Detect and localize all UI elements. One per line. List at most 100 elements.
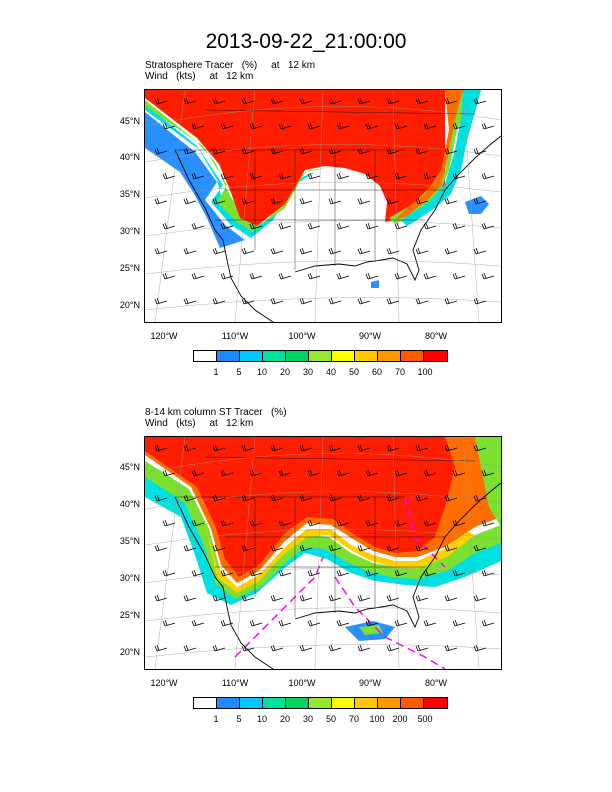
wind-barb <box>162 172 176 180</box>
panel1-colorbar-label: 1 <box>213 367 219 377</box>
wind-barb <box>386 247 400 255</box>
wind-barb <box>473 197 487 205</box>
wind-barb <box>241 247 255 255</box>
panel2-tracer-high <box>145 437 455 577</box>
wind-barb <box>386 197 400 205</box>
panel2-lon-label: 80°W <box>424 678 448 688</box>
wind-barb <box>241 297 255 305</box>
wind-barb <box>154 247 168 255</box>
colorbar-swatch <box>217 698 240 708</box>
colorbar-swatch <box>286 698 309 708</box>
wind-barb <box>162 222 176 230</box>
wind-barb <box>473 544 487 552</box>
panel2-lon-label: 120°W <box>150 678 178 688</box>
panel2-colorbar-label: 30 <box>302 714 313 724</box>
panel1-colorbar-label: 5 <box>236 367 242 377</box>
wind-barb <box>212 494 226 502</box>
panel1-lon-label: 80°W <box>424 331 448 341</box>
wind-barb <box>241 644 255 652</box>
panel2-colorbar-label: 200 <box>392 714 408 724</box>
wind-barb <box>220 519 234 527</box>
wind-barb <box>452 569 466 577</box>
panel1-wind-barbs <box>154 97 495 305</box>
panel1-colorbar-label: 30 <box>302 367 313 377</box>
panel2-colorbar-label: 100 <box>369 714 385 724</box>
wind-barb <box>307 519 321 527</box>
wind-barb <box>415 544 429 552</box>
wind-barb <box>394 619 408 627</box>
wind-barb <box>162 619 176 627</box>
wind-barb <box>444 247 458 255</box>
panel1-lat-label: 20°N <box>119 300 140 310</box>
wind-barb <box>481 272 495 280</box>
panel1-colorbar-label: 20 <box>279 367 290 377</box>
panel2-lat-label: 35°N <box>119 536 140 546</box>
panel2-tracer-gulf-green <box>359 625 383 635</box>
wind-barb <box>162 272 176 280</box>
panel2-lat-label: 40°N <box>119 499 140 509</box>
panel2-colorbar-label: 50 <box>325 714 336 724</box>
wind-barb <box>415 594 429 602</box>
wind-barb <box>241 594 255 602</box>
wind-barb <box>212 544 226 552</box>
wind-barb <box>191 122 205 130</box>
panel2-map-svg <box>145 437 501 669</box>
colorbar-swatch <box>332 351 355 361</box>
wind-barb <box>365 469 379 477</box>
wind-barb <box>278 172 292 180</box>
panel1-title-line1: Stratosphere Tracer (%) at 12 km <box>145 60 316 71</box>
wind-barb <box>444 444 458 452</box>
wind-barb <box>444 297 458 305</box>
wind-barb <box>154 644 168 652</box>
wind-barb <box>481 569 495 577</box>
wind-barb <box>386 594 400 602</box>
panel1-lon-label: 90°W <box>358 331 382 341</box>
wind-barb <box>365 122 379 130</box>
wind-barb <box>336 519 350 527</box>
wind-barb <box>220 222 234 230</box>
wind-barb <box>415 644 429 652</box>
panel1-title-line2: Wind (kts) at 12 km <box>145 71 254 82</box>
wind-barb <box>473 444 487 452</box>
wind-barb <box>357 197 371 205</box>
panel1-lon-label: 120°W <box>150 331 178 341</box>
panel1-colorbar-label: 10 <box>256 367 267 377</box>
wind-barb <box>473 644 487 652</box>
wind-barb <box>154 97 168 105</box>
colorbar-swatch <box>424 698 447 708</box>
wind-barb <box>452 122 466 130</box>
colorbar-swatch <box>240 351 263 361</box>
wind-barb <box>394 122 408 130</box>
wind-barb <box>481 222 495 230</box>
wind-barb <box>386 644 400 652</box>
wind-barb <box>394 469 408 477</box>
wind-barb <box>191 222 205 230</box>
wind-barb <box>444 544 458 552</box>
wind-barb <box>183 197 197 205</box>
wind-barb <box>357 494 371 502</box>
wind-barb <box>249 222 263 230</box>
wind-barb <box>241 494 255 502</box>
colorbar-swatch <box>424 351 447 361</box>
wind-barb <box>452 469 466 477</box>
wind-barb <box>307 172 321 180</box>
wind-barb <box>307 469 321 477</box>
panel1-colorbar-label: 50 <box>348 367 359 377</box>
wind-barb <box>357 247 371 255</box>
wind-barb <box>183 147 197 155</box>
wind-barb <box>249 272 263 280</box>
wind-barb <box>365 569 379 577</box>
wind-barb <box>336 122 350 130</box>
colorbar-swatch <box>309 698 332 708</box>
wind-barb <box>154 297 168 305</box>
wind-barb <box>415 197 429 205</box>
wind-barb <box>336 172 350 180</box>
wind-barb <box>183 444 197 452</box>
panel1-colorbar-label: 100 <box>417 367 433 377</box>
wind-barb <box>452 619 466 627</box>
wind-barb <box>357 544 371 552</box>
panel2-state-lines <box>175 456 476 617</box>
wind-barb <box>278 569 292 577</box>
panel1-tracer-gulf-blob <box>465 196 489 214</box>
wind-barb <box>154 544 168 552</box>
